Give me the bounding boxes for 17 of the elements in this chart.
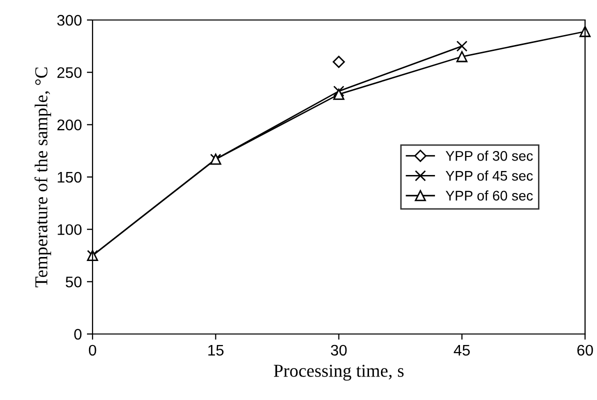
y-tick-label: 100	[58, 224, 82, 236]
y-tick-label: 0	[74, 328, 82, 340]
x-tick-label: 45	[454, 344, 470, 356]
y-tick-label: 250	[57, 67, 82, 78]
y-axis-title: Temperature of the sample, °C	[34, 67, 52, 288]
y-tick-label: 200	[57, 120, 82, 130]
legend-label: YPP of 45 sec	[446, 170, 533, 181]
y-tick-label: 300	[57, 14, 82, 26]
x-axis-title: Processing time, s	[274, 364, 404, 381]
legend-label: YPP of 30 sec	[446, 150, 533, 161]
legend-label: YPP of 60 sec	[446, 190, 533, 201]
x-tick-label: 15	[208, 344, 224, 356]
y-tick-label: 50	[66, 276, 82, 288]
x-tick-label: 60	[577, 344, 593, 356]
x-tick-label: 30	[330, 344, 347, 356]
y-tick-label: 150	[58, 172, 82, 183]
x-tick-label: 0	[88, 344, 96, 356]
